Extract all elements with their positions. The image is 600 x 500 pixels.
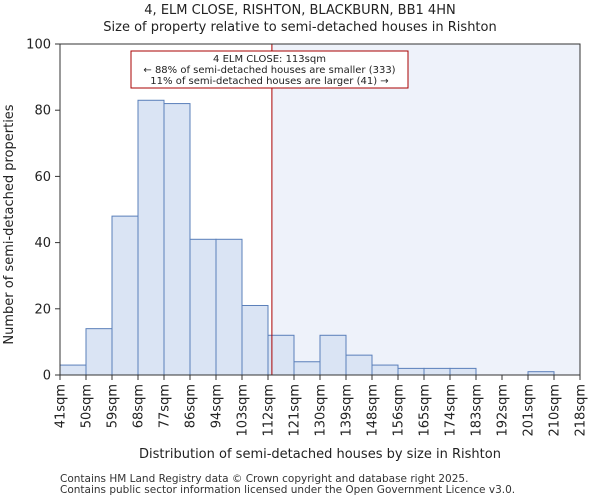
- y-tick-label: 40: [34, 236, 51, 251]
- x-tick-label: 50sqm: [80, 384, 95, 428]
- x-tick-label: 148sqm: [366, 384, 381, 437]
- histogram-bar: [111, 215, 139, 376]
- annotation-frame: [130, 50, 409, 89]
- chart-title: 4, ELM CLOSE, RISHTON, BLACKBURN, BB1 4H…: [144, 3, 456, 18]
- histogram-bar: [215, 238, 243, 376]
- x-tick-label: 41sqm: [54, 384, 69, 428]
- x-tick-label: 121sqm: [288, 384, 303, 437]
- histogram-bar: [189, 238, 217, 376]
- x-axis-label: Distribution of semi-detached houses by …: [139, 447, 501, 462]
- x-tick-label: 103sqm: [236, 384, 251, 437]
- histogram-bar: [397, 367, 425, 376]
- y-tick-label: 20: [34, 302, 51, 317]
- histogram-bar: [163, 103, 191, 376]
- annotation-line-1: 4 ELM CLOSE: 113sqm: [213, 54, 326, 65]
- chart-subtitle: Size of property relative to semi-detach…: [103, 20, 497, 35]
- histogram-bar: [345, 354, 373, 376]
- histogram-bar: [371, 364, 399, 376]
- y-axis-label: Number of semi-detached properties: [2, 104, 17, 344]
- larger-properties-shade: [271, 44, 580, 375]
- x-tick-label: 130sqm: [314, 384, 329, 437]
- x-tick-label: 86sqm: [184, 384, 199, 428]
- y-tick-label: 100: [26, 38, 51, 53]
- histogram-bar: [449, 367, 477, 376]
- x-tick-label: 59sqm: [106, 384, 121, 428]
- x-tick-label: 174sqm: [444, 384, 459, 437]
- histogram-bar: [241, 304, 269, 376]
- annotation-line-2: ← 88% of semi-detached houses are smalle…: [143, 65, 395, 76]
- histogram-bar: [423, 367, 451, 376]
- x-tick-label: 218sqm: [574, 384, 589, 437]
- y-tick-label: 0: [43, 369, 51, 384]
- y-tick-label: 60: [34, 170, 51, 185]
- histogram-bar: [59, 364, 87, 376]
- x-tick-label: 68sqm: [132, 384, 147, 428]
- x-tick-label: 139sqm: [340, 384, 355, 437]
- x-tick-label: 112sqm: [262, 384, 277, 437]
- histogram-bar: [319, 334, 347, 376]
- footer-copyright: Contains HM Land Registry data © Crown c…: [60, 473, 469, 485]
- histogram-bar: [137, 99, 165, 376]
- footer-licence: Contains public sector information licen…: [60, 484, 516, 496]
- histogram-chart: 0 20 40 60 80 100 41sqm 50sqm 59sqm 68sqm 77sqm 86…: [2, 38, 589, 463]
- x-tick-label: 201sqm: [522, 384, 537, 437]
- y-tick-label: 80: [34, 104, 51, 119]
- x-tick-label: 192sqm: [496, 384, 511, 437]
- x-tick-label: 77sqm: [158, 384, 173, 428]
- annotation-line-3: 11% of semi-detached houses are larger (…: [150, 76, 388, 87]
- x-tick-label: 156sqm: [392, 384, 407, 437]
- x-tick-label: 94sqm: [210, 384, 225, 428]
- annotation-box: 4 ELM CLOSE: 113sqm ← 88% of semi-detach…: [130, 50, 409, 89]
- x-tick-label: 183sqm: [470, 384, 485, 437]
- histogram-bar: [85, 328, 113, 376]
- x-tick-label: 210sqm: [548, 384, 563, 437]
- x-tick-label: 165sqm: [418, 384, 433, 437]
- histogram-bar: [293, 361, 321, 376]
